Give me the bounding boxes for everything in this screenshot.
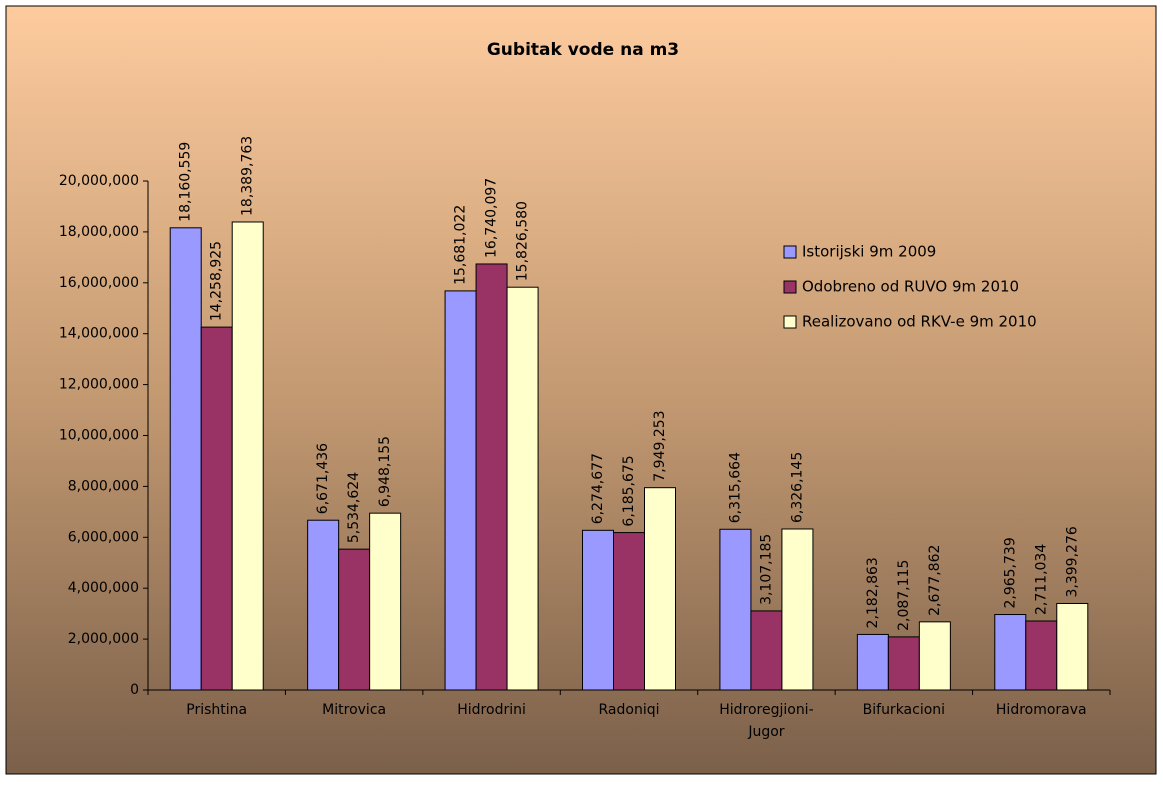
- data-label: 6,326,145: [789, 452, 805, 523]
- x-tick-label: Hidromorava: [996, 702, 1087, 718]
- bar: [750, 610, 783, 691]
- y-tick-label: 2,000,000: [68, 631, 139, 647]
- y-tick-label: 0: [130, 682, 139, 698]
- data-label: 15,826,580: [515, 201, 531, 281]
- y-tick-label: 16,000,000: [59, 275, 139, 291]
- bar: [200, 326, 233, 691]
- data-label: 6,315,664: [727, 452, 743, 523]
- y-tick-label: 6,000,000: [68, 529, 139, 545]
- y-tick-label: 18,000,000: [59, 224, 139, 240]
- bar: [994, 614, 1027, 691]
- data-label: 5,534,624: [346, 472, 362, 543]
- bar: [475, 263, 508, 691]
- bar: [338, 548, 371, 691]
- data-label: 18,160,559: [178, 142, 194, 222]
- bar: [506, 286, 539, 691]
- bar: [1056, 602, 1089, 691]
- legend-label: Istorijski 9m 2009: [802, 243, 936, 261]
- data-label: 15,681,022: [453, 205, 469, 285]
- bar: [781, 528, 814, 691]
- bar: [444, 290, 477, 691]
- data-label: 16,740,097: [484, 178, 500, 258]
- bar: [856, 633, 889, 691]
- legend-swatch: [783, 280, 797, 294]
- bar: [169, 227, 202, 691]
- bar: [918, 621, 951, 691]
- y-tick-label: 20,000,000: [59, 173, 139, 189]
- data-label: 6,185,675: [621, 455, 637, 526]
- data-label: 14,258,925: [209, 241, 225, 321]
- legend-swatch: [783, 245, 797, 259]
- legend-label: Odobreno od RUVO 9m 2010: [802, 278, 1019, 296]
- legend-swatch: [783, 315, 797, 329]
- data-label: 7,949,253: [652, 410, 668, 481]
- chart-title: Gubitak vode na m3: [487, 40, 679, 60]
- bar: [231, 221, 264, 691]
- data-label: 3,399,276: [1064, 526, 1080, 597]
- data-label: 6,948,155: [377, 436, 393, 507]
- x-tick-label: Radoniqi: [599, 702, 660, 718]
- bar: [613, 532, 645, 691]
- bar: [644, 487, 676, 691]
- data-label: 18,389,763: [240, 136, 256, 216]
- y-tick-label: 12,000,000: [59, 377, 139, 393]
- bar: [719, 528, 752, 691]
- x-tick-label: Bifurkacioni: [863, 702, 945, 718]
- x-tick-label: Mitrovica: [322, 702, 386, 718]
- data-label: 6,671,436: [315, 443, 331, 514]
- bar: [369, 512, 402, 691]
- x-tick-label: Hidrodrini: [457, 702, 526, 718]
- x-tick-label: Hidroregjioni-Jugor: [719, 702, 813, 740]
- legend-label: Realizovano od RKV-e 9m 2010: [802, 313, 1037, 331]
- x-tick-label: Prishtina: [186, 702, 247, 718]
- data-label: 2,711,034: [1033, 544, 1049, 615]
- y-tick-label: 10,000,000: [59, 428, 139, 444]
- data-label: 2,677,862: [927, 545, 943, 616]
- data-label: 2,182,863: [865, 557, 881, 628]
- bar: [887, 636, 920, 691]
- data-label: 6,274,677: [590, 453, 606, 524]
- bar: [1025, 620, 1058, 691]
- bar: [582, 529, 614, 691]
- bar: [307, 519, 340, 691]
- data-label: 3,107,185: [758, 534, 774, 605]
- y-tick-label: 4,000,000: [68, 580, 139, 596]
- data-label: 2,965,739: [1002, 537, 1018, 608]
- y-tick-label: 14,000,000: [59, 326, 139, 342]
- data-label: 2,087,115: [896, 560, 912, 631]
- y-tick-label: 8,000,000: [68, 478, 139, 494]
